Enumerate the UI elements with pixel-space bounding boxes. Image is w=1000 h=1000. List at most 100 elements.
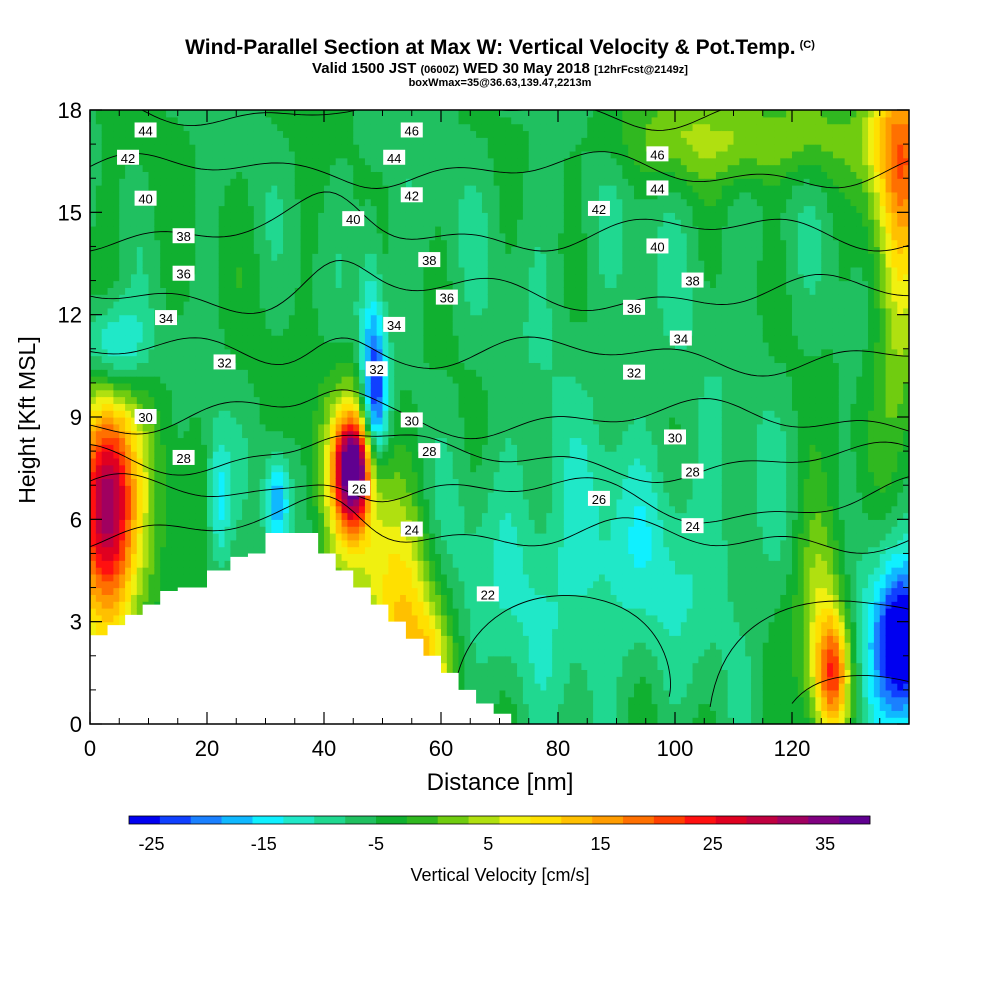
velocity-cell xyxy=(376,314,384,323)
velocity-cell xyxy=(370,273,378,282)
velocity-cell xyxy=(207,382,214,391)
velocity-cell xyxy=(253,116,261,125)
velocity-cell xyxy=(236,396,243,404)
velocity-cell xyxy=(207,369,214,377)
velocity-cell xyxy=(113,348,120,357)
velocity-cell xyxy=(119,362,126,370)
velocity-cell xyxy=(271,417,278,425)
velocity-cell xyxy=(324,403,331,411)
velocity-cell xyxy=(283,219,290,227)
velocity-cell xyxy=(242,526,249,534)
velocity-cell xyxy=(411,621,419,630)
velocity-cell xyxy=(125,594,132,602)
velocity-cell xyxy=(265,376,272,384)
velocity-cell xyxy=(394,553,401,561)
velocity-cell xyxy=(400,546,407,555)
velocity-cell xyxy=(224,539,231,548)
velocity-cell xyxy=(394,362,401,370)
velocity-cell xyxy=(148,464,155,473)
velocity-cell xyxy=(195,369,202,377)
velocity-cell xyxy=(113,457,120,466)
velocity-cell xyxy=(370,471,378,479)
velocity-cell xyxy=(382,219,389,227)
velocity-cell xyxy=(247,314,255,323)
velocity-cell xyxy=(324,266,331,275)
velocity-cell xyxy=(101,519,109,527)
velocity-cell xyxy=(195,116,202,125)
velocity-cell xyxy=(265,369,272,377)
velocity-cell xyxy=(107,492,114,500)
velocity-cell xyxy=(253,539,261,548)
velocity-cell xyxy=(364,301,372,309)
velocity-cell xyxy=(207,307,214,316)
velocity-cell xyxy=(201,430,208,439)
velocity-cell xyxy=(364,335,372,343)
velocity-cell xyxy=(130,594,138,602)
velocity-cell xyxy=(335,307,343,316)
velocity-cell xyxy=(212,150,220,159)
velocity-cell xyxy=(195,110,202,118)
velocity-cell xyxy=(353,294,360,302)
velocity-cell xyxy=(324,144,331,152)
velocity-cell xyxy=(306,369,313,377)
velocity-cell xyxy=(224,123,231,132)
velocity-cell xyxy=(95,546,103,555)
velocity-cell xyxy=(95,437,103,445)
velocity-cell xyxy=(283,178,290,186)
velocity-cell xyxy=(107,567,114,575)
velocity-cell xyxy=(195,457,202,466)
velocity-cell xyxy=(300,471,308,479)
velocity-cell xyxy=(370,396,378,404)
velocity-cell xyxy=(300,144,308,152)
velocity-cell xyxy=(101,116,109,125)
velocity-cell xyxy=(160,205,167,213)
velocity-cell xyxy=(218,430,226,439)
velocity-cell xyxy=(101,287,109,295)
velocity-cell xyxy=(376,553,384,561)
velocity-cell xyxy=(271,130,278,138)
velocity-cell xyxy=(265,178,272,186)
velocity-cell xyxy=(312,464,319,473)
velocity-cell xyxy=(195,239,202,248)
velocity-cell xyxy=(359,451,366,459)
velocity-cell xyxy=(142,328,150,336)
velocity-cell xyxy=(201,307,208,316)
velocity-cell xyxy=(201,464,208,473)
velocity-cell xyxy=(142,512,150,520)
velocity-cell xyxy=(212,505,220,514)
velocity-cell xyxy=(136,348,144,357)
velocity-cell xyxy=(224,464,231,473)
velocity-cell xyxy=(259,116,267,125)
velocity-cell xyxy=(101,492,109,500)
velocity-cell xyxy=(113,539,120,548)
chart-title: Wind-Parallel Section at Max W: Vertical… xyxy=(185,36,815,59)
velocity-cell xyxy=(271,239,278,248)
velocity-cell xyxy=(183,116,191,125)
velocity-cell xyxy=(148,437,155,445)
velocity-cell xyxy=(142,485,150,493)
velocity-cell xyxy=(341,553,348,561)
velocity-cell xyxy=(113,212,120,220)
velocity-cell xyxy=(201,212,208,220)
velocity-cell xyxy=(195,382,202,391)
velocity-cell xyxy=(359,287,366,295)
velocity-cell xyxy=(171,423,179,432)
velocity-cell xyxy=(177,485,185,493)
velocity-cell xyxy=(101,164,109,172)
velocity-cell xyxy=(177,178,185,186)
velocity-cell xyxy=(113,341,120,350)
velocity-cell xyxy=(183,362,191,370)
velocity-cell xyxy=(306,144,313,152)
velocity-cell xyxy=(207,287,214,295)
velocity-cell xyxy=(271,526,278,534)
velocity-cell xyxy=(101,185,109,193)
velocity-cell xyxy=(154,505,161,514)
velocity-cell xyxy=(95,628,103,636)
velocity-cell xyxy=(306,321,313,329)
velocity-cell xyxy=(154,294,161,302)
velocity-cell xyxy=(300,123,308,132)
velocity-cell xyxy=(283,171,290,179)
velocity-cell xyxy=(388,437,395,445)
velocity-cell xyxy=(218,560,226,568)
velocity-cell xyxy=(283,423,290,432)
